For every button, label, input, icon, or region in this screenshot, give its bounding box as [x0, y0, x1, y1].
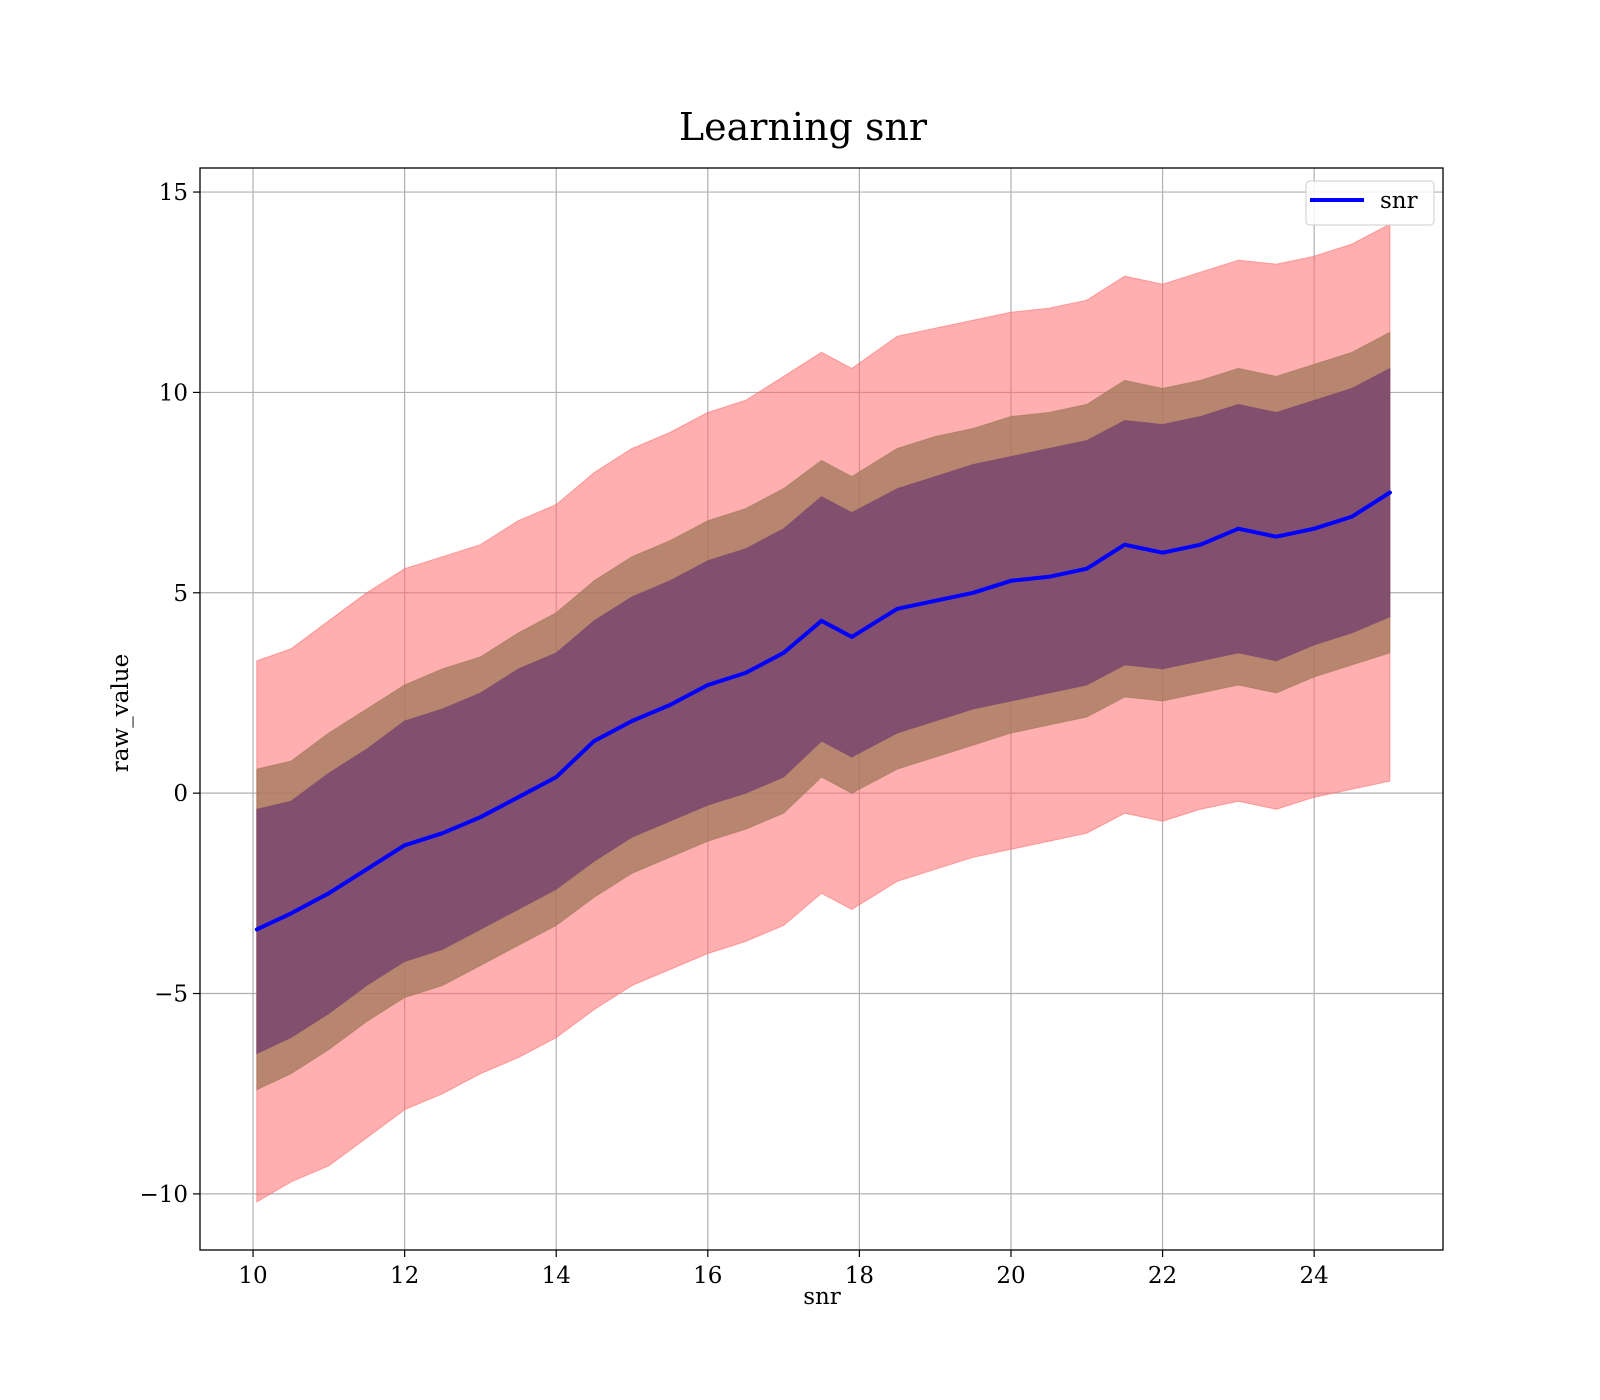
series-point-14 [781, 651, 786, 655]
series-point-23 [1122, 542, 1127, 547]
x-tick-label-5: 20 [996, 1263, 1025, 1289]
band-2 [256, 367, 1391, 1055]
x-tick-label-1: 12 [390, 1263, 419, 1289]
x-tick-label-2: 14 [542, 1263, 571, 1289]
y-tick-label-4: 10 [159, 380, 188, 406]
series-point-25 [1198, 542, 1203, 547]
confidence-bands [256, 223, 1391, 1203]
legend-box [1305, 180, 1435, 226]
series-point-15 [819, 619, 824, 623]
series-point-5 [440, 831, 445, 836]
series-point-22 [1084, 566, 1089, 571]
chart-title: Learning snr [679, 105, 928, 149]
x-tick-label-0: 10 [238, 1263, 267, 1289]
series-point-24 [1160, 550, 1165, 555]
series-point-7 [516, 795, 521, 799]
series-point-3 [364, 867, 369, 872]
series-point-8 [554, 775, 559, 779]
plot-frame [199, 167, 1444, 1251]
series-point-29 [1350, 514, 1354, 519]
series-point-0 [255, 927, 259, 932]
series-point-17 [895, 607, 900, 611]
series-point-27 [1274, 534, 1279, 539]
series-point-13 [743, 671, 748, 675]
series-point-26 [1236, 526, 1241, 531]
x-tick-label-7: 24 [1300, 1263, 1329, 1289]
series-point-28 [1312, 526, 1316, 531]
series-point-2 [327, 891, 331, 896]
series-point-16 [850, 635, 854, 639]
series-point-30 [1388, 490, 1392, 495]
series-point-21 [1047, 574, 1051, 579]
legend: snr [1305, 180, 1435, 226]
series-point-10 [630, 719, 634, 723]
x-tick-label-3: 16 [693, 1263, 722, 1289]
x-axis-label: snr [803, 1284, 841, 1310]
y-axis-label: raw_value [108, 654, 134, 772]
y-tick-label-3: 5 [173, 581, 188, 607]
legend-entry-snr: snr [1380, 188, 1418, 214]
series-point-18 [933, 599, 937, 603]
series-point-1 [289, 911, 293, 916]
series-point-12 [706, 683, 710, 687]
x-tick-label-4: 18 [845, 1263, 874, 1289]
y-tick-label-0: −10 [139, 1182, 188, 1208]
series-point-11 [668, 703, 672, 707]
y-axis-ticks: −10 −5 0 5 10 15 [139, 180, 200, 1208]
series-point-19 [971, 590, 975, 595]
y-tick-label-2: 0 [173, 781, 188, 807]
series-lines [254, 490, 1392, 932]
series-point-20 [1009, 578, 1013, 583]
series-point-6 [478, 815, 483, 819]
series-point-4 [402, 843, 407, 848]
x-tick-label-6: 22 [1148, 1263, 1177, 1289]
y-tick-label-5: 15 [159, 180, 188, 206]
y-tick-label-1: −5 [154, 982, 188, 1008]
x-axis-ticks: 10 12 14 16 18 20 22 24 [238, 1250, 1329, 1289]
series-point-9 [592, 739, 596, 743]
